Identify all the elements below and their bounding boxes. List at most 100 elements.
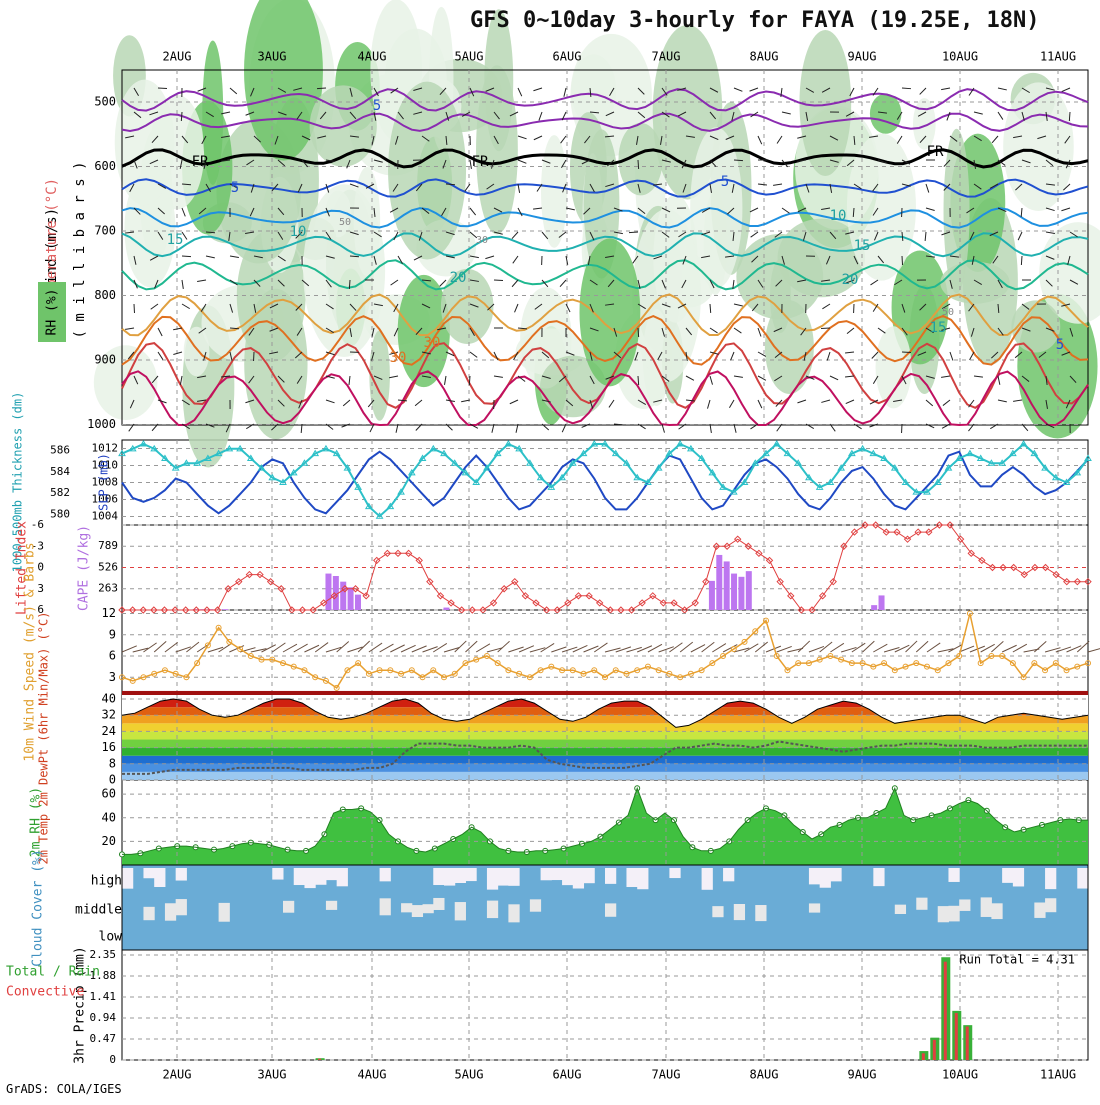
wind-barb: [337, 642, 349, 652]
wind-barb: [941, 88, 950, 90]
cloud-high-cell: [154, 868, 165, 887]
wind-barb: [541, 643, 555, 652]
cloud-middle-cell: [412, 905, 423, 917]
cloud-high-cell: [830, 868, 841, 881]
x-tick-label-bottom: 8AUG: [750, 1068, 779, 1082]
wind-barb: [380, 644, 394, 652]
cloud-high-cell: [326, 868, 337, 880]
cloud-high-cell: [820, 868, 831, 888]
wind-barb: [947, 112, 950, 120]
wind-barb: [830, 643, 843, 652]
panel-frame: [122, 610, 1088, 695]
wind-barb: [197, 280, 206, 282]
wind-barb: [358, 641, 370, 652]
wind-barb: [729, 400, 734, 408]
cape-bar: [731, 574, 737, 610]
cloud-high-cell: [272, 868, 283, 880]
wind-barb: [349, 376, 350, 385]
wind-barb: [533, 88, 542, 91]
cloud-middle-cell: [326, 901, 337, 910]
wind-barb: [970, 352, 974, 360]
wind-barb: [510, 400, 518, 404]
wind-barb: [941, 376, 950, 377]
wind-barb: [902, 256, 903, 265]
wind-barb: [498, 641, 510, 652]
cloud-high-cell: [455, 868, 466, 883]
cloud-high-cell: [809, 868, 820, 884]
wind-barb: [870, 280, 878, 285]
y-axis-label-rh: RH (%): [45, 289, 60, 336]
wind-barb: [710, 376, 713, 385]
y-tick-label-cape: 263: [98, 582, 118, 595]
wind-barb: [734, 88, 742, 91]
cape-bar: [879, 595, 885, 610]
cloud-middle-cell: [1045, 898, 1056, 912]
wind-barb: [777, 136, 782, 144]
cloud-high-cell: [584, 868, 595, 883]
wind-barb: [534, 136, 542, 140]
wind-barb: [638, 328, 639, 337]
chart-title: GFS 0~10day 3-hourly for FAYA (19.25E, 1…: [470, 8, 1040, 33]
x-tick-label-bottom: 10AUG: [942, 1068, 978, 1082]
wind-barb: [564, 88, 566, 97]
cloud-middle-cell: [734, 904, 745, 920]
rh-area: [122, 788, 1088, 865]
wind-barb: [943, 400, 950, 406]
wind-barb: [847, 328, 854, 334]
wind-barb: [830, 376, 838, 380]
cloud-high-cell: [176, 868, 187, 881]
contour-label: 5: [1056, 337, 1064, 353]
rh-shade: [870, 94, 902, 134]
precip-convective-bar: [966, 1026, 969, 1060]
wind-barb: [208, 647, 223, 652]
wind-barb: [758, 136, 762, 144]
rh-shade: [398, 275, 450, 387]
wind-barb: [648, 644, 662, 652]
y-tick-label: 0.47: [90, 1032, 117, 1045]
wind-barb: [902, 352, 911, 353]
wind-barb: [158, 328, 162, 336]
wind-barb: [758, 328, 761, 336]
wind-barb: [821, 400, 830, 402]
contour-label: FR: [927, 144, 944, 160]
wind-barb: [518, 160, 526, 163]
wind-barb: [758, 184, 767, 185]
cape-bar: [709, 581, 715, 610]
wind-barb: [998, 88, 1007, 90]
wind-barb: [822, 304, 830, 309]
cloud-middle-cell: [165, 903, 176, 920]
contour-label: 15: [854, 238, 871, 254]
y-axis-label-cloud: Cloud Cover (%): [31, 849, 46, 966]
run-total-annotation: Run Total = 4.31: [959, 953, 1075, 967]
wind-barb: [440, 280, 446, 286]
y-axis-label-wind10m: 10m Wind Speed (m/s) & Barbs: [23, 542, 38, 761]
cloud-middle-cell: [487, 901, 498, 918]
rh-shade: [388, 82, 466, 260]
wind-barb: [926, 400, 933, 406]
y-tick-label: 1000: [87, 417, 116, 431]
contour-label: 15: [930, 320, 947, 336]
wind-barb: [391, 280, 398, 285]
wind-barb: [455, 641, 467, 652]
cloud-high-cell: [541, 868, 552, 880]
precip-convective-bar: [933, 1040, 936, 1060]
x-tick-label-bottom: 7AUG: [652, 1068, 681, 1082]
wind-barb: [1046, 208, 1055, 211]
wind-barb: [230, 256, 239, 257]
y-tick-label-left: 580: [50, 507, 70, 520]
y-tick-label-cape: 526: [98, 560, 118, 573]
y-tick-label: 3: [109, 670, 116, 684]
wind-barb: [518, 88, 522, 96]
y-tick-label: 600: [94, 159, 116, 173]
wind-barb: [343, 400, 350, 406]
cloud-middle-cell: [712, 906, 723, 917]
wind-barb: [512, 232, 518, 239]
wind-barb: [180, 376, 182, 385]
wind-barb: [444, 376, 446, 385]
wind-barb: [533, 208, 542, 209]
wind-barb: [734, 160, 743, 161]
y-tick-label: 12: [102, 606, 116, 620]
cloud-high-cell: [551, 868, 562, 880]
wind-barb: [845, 376, 854, 377]
